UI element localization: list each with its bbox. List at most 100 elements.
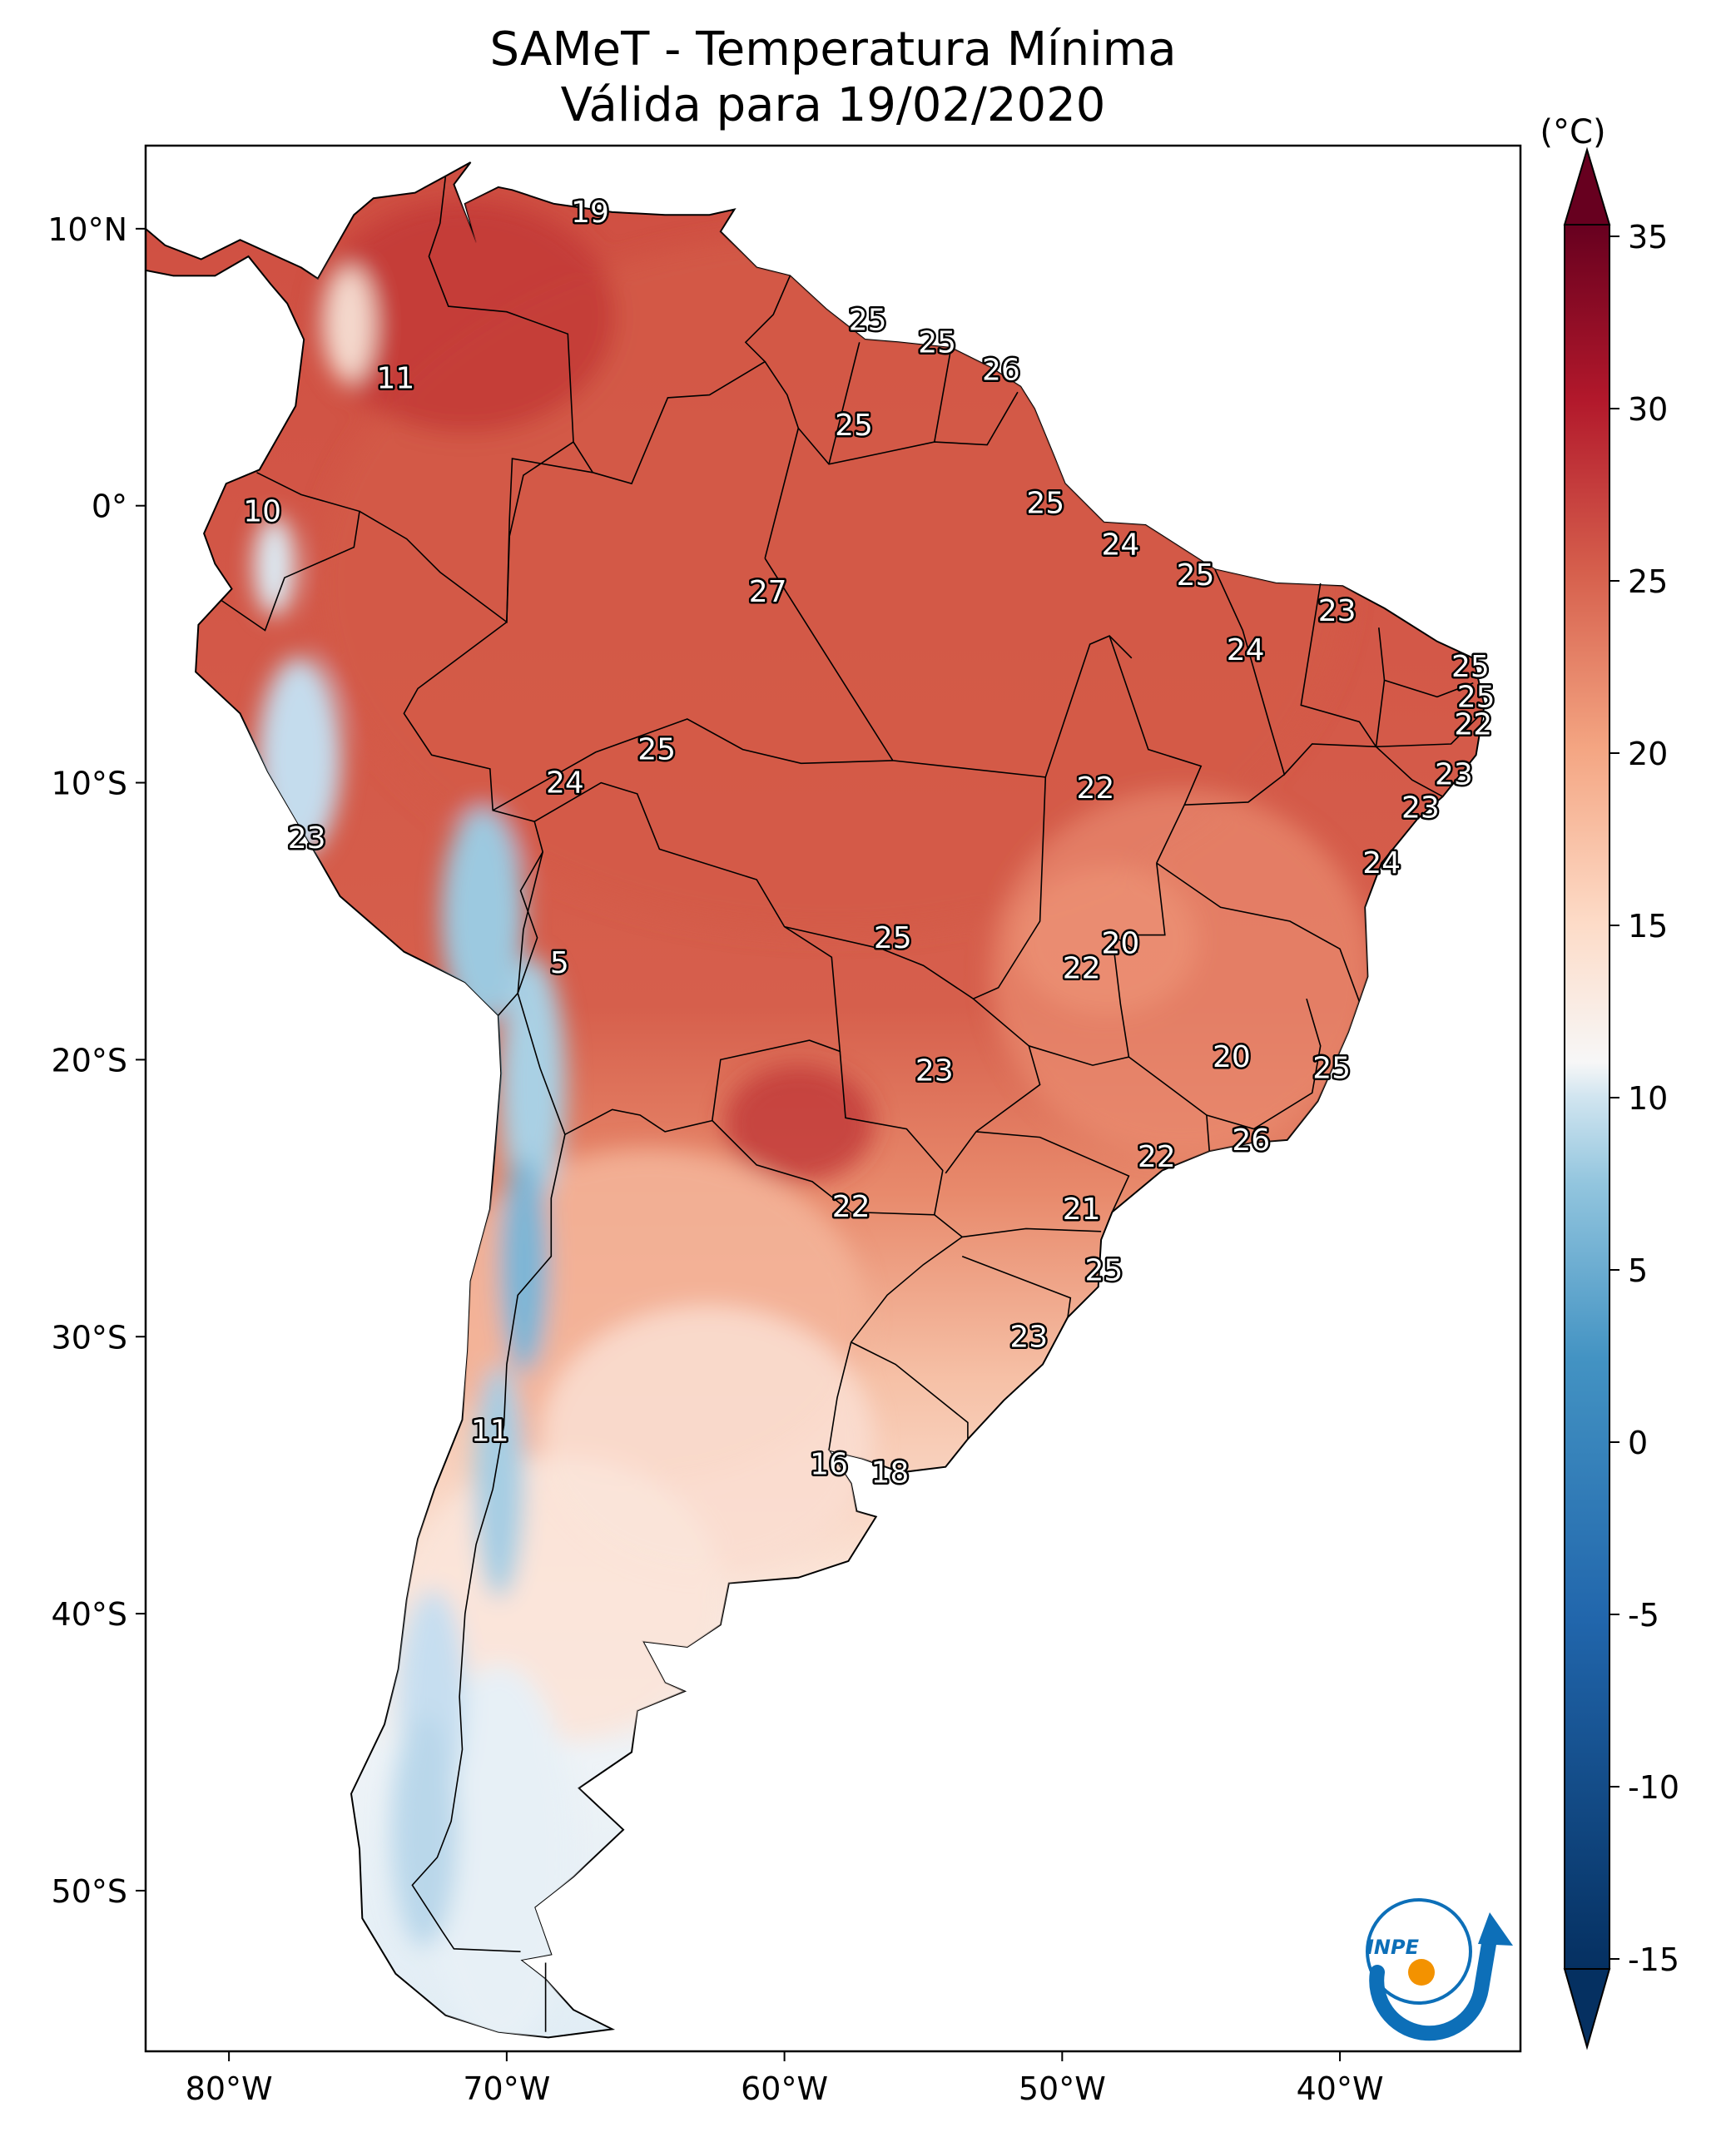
colorbar-tick-label: 10: [1628, 1080, 1668, 1117]
lat-tick-label: 10°N: [47, 211, 127, 248]
temperature-value-label: 25: [918, 325, 956, 359]
temperature-value-label: 25: [849, 304, 887, 338]
temperature-value-label: 11: [376, 362, 414, 396]
colorbar-scale: [1564, 224, 1610, 1970]
temperature-value-label: 22: [1138, 1140, 1176, 1174]
border-line: [428, 176, 593, 474]
colorbar-unit: (°C): [1540, 113, 1605, 151]
temperature-value-label: 24: [1227, 633, 1265, 667]
colorbar-top-arrow: [1563, 146, 1611, 226]
temperature-value-label: 23: [1318, 594, 1357, 628]
border-line: [764, 428, 800, 559]
temperature-value-label: 23: [1009, 1320, 1048, 1354]
lon-tick-label: 60°W: [741, 2070, 828, 2107]
border-line: [1214, 568, 1443, 797]
colorbar-tick-label: 25: [1628, 563, 1668, 600]
lat-tick-label: 30°S: [52, 1319, 127, 1356]
border-line: [1378, 627, 1474, 698]
border-line: [764, 558, 1133, 778]
temperature-value-label: 16: [810, 1447, 848, 1481]
temperature-value-label: 25: [835, 409, 873, 443]
border-line: [764, 361, 1019, 465]
border-line: [1184, 773, 1285, 806]
colorbar-tick-label: -15: [1628, 1941, 1679, 1978]
temperature-value-label: 21: [1063, 1193, 1101, 1227]
border-line: [1206, 1114, 1210, 1152]
border-line: [492, 718, 893, 811]
border-line: [1109, 635, 1203, 864]
temperature-value-label: 25: [1026, 486, 1064, 520]
temperature-value-label: 19: [571, 196, 609, 230]
colorbar: 35 30 25 20 15 10 5 0 -5 -10 -15 (°C): [1540, 113, 1679, 2050]
colorbar-tick-label: 15: [1628, 908, 1668, 945]
colorbar-tick-label: 35: [1628, 219, 1668, 255]
temperature-value-label: 23: [915, 1054, 954, 1088]
border-line: [517, 781, 841, 1136]
border-line: [961, 1255, 1072, 1318]
colorbar-tick-label: -10: [1628, 1769, 1679, 1806]
border-line: [593, 275, 791, 485]
lon-tick-label: 50°W: [1019, 2070, 1106, 2107]
border-line: [784, 925, 974, 999]
inpe-logo-text: INPE: [1366, 1936, 1420, 1959]
border-line: [506, 458, 593, 622]
temperature-value-label: 27: [749, 575, 787, 609]
temperature-value-label: 23: [1435, 758, 1473, 792]
border-line: [934, 347, 952, 443]
lat-tick-label: 10°S: [52, 766, 127, 802]
temperature-value-label: 24: [1362, 846, 1401, 880]
lon-tick-label: 40°W: [1297, 2070, 1384, 2107]
border-line: [1029, 863, 1166, 1066]
temperature-value-label: 23: [1401, 791, 1440, 826]
temperature-value-label: 25: [1084, 1253, 1123, 1287]
temperature-value-label: 22: [1076, 771, 1114, 806]
border-line: [220, 472, 360, 632]
chart-title: SAMeT - Temperatura Mínima: [489, 22, 1177, 77]
border-line: [1128, 998, 1322, 1130]
temperature-value-label: 25: [874, 921, 912, 955]
map-frame: [144, 144, 1522, 2053]
lat-tick-label: 20°S: [52, 1042, 127, 1078]
temperature-value-label: 20: [1213, 1040, 1251, 1074]
lon-tick-label: 70°W: [463, 2070, 550, 2107]
inpe-logo: INPE: [1366, 1898, 1513, 2041]
lat-tick-label: 50°S: [52, 1873, 127, 1910]
colorbar-tick-label: 0: [1628, 1425, 1648, 1461]
lon-axis: 80°W 70°W 60°W 50°W 40°W: [186, 2051, 1384, 2107]
temperature-value-label: 26: [1232, 1123, 1270, 1158]
border-line: [851, 1341, 969, 1440]
lat-axis: 10°N 0° 10°S 20°S 30°S 40°S 50°S: [47, 211, 146, 1910]
temperature-value-label: 25: [1312, 1051, 1351, 1085]
temperature-value-label: 20: [1101, 927, 1139, 961]
temperature-value-label: 25: [1177, 558, 1215, 593]
colorbar-tick-label: 5: [1628, 1252, 1648, 1289]
colorbar-tick-label: 20: [1628, 736, 1668, 772]
border-line: [1300, 583, 1377, 747]
border-line: [1156, 862, 1361, 1002]
temperature-value-label: 11: [471, 1414, 509, 1448]
temperature-value-label: 18: [870, 1455, 909, 1490]
border-line: [517, 851, 543, 994]
border-line: [411, 1134, 566, 1952]
temperature-value-label: 22: [1063, 952, 1101, 986]
temperature-value-label: 25: [1451, 650, 1490, 684]
border-line: [975, 1131, 1130, 1212]
temperature-value-label: 25: [637, 733, 676, 767]
border-line: [828, 342, 861, 464]
continent: [146, 161, 1486, 2039]
temperature-value-label: 22: [832, 1190, 870, 1224]
lat-tick-label: 40°S: [52, 1596, 127, 1633]
colorbar-bottom-arrow: [1563, 1968, 1611, 2050]
chart-subtitle: Válida para 19/02/2020: [560, 78, 1106, 132]
temperature-value-label: 22: [1454, 708, 1492, 742]
temperature-value-label: 10: [243, 494, 281, 528]
temperature-value-label: 25: [1457, 680, 1495, 714]
temperature-value-label: 24: [1101, 528, 1139, 562]
lat-tick-label: 0°: [92, 488, 127, 525]
temperature-value-label: 5: [550, 946, 569, 980]
temperature-value-label: 24: [546, 766, 584, 801]
border-line: [1375, 680, 1482, 748]
